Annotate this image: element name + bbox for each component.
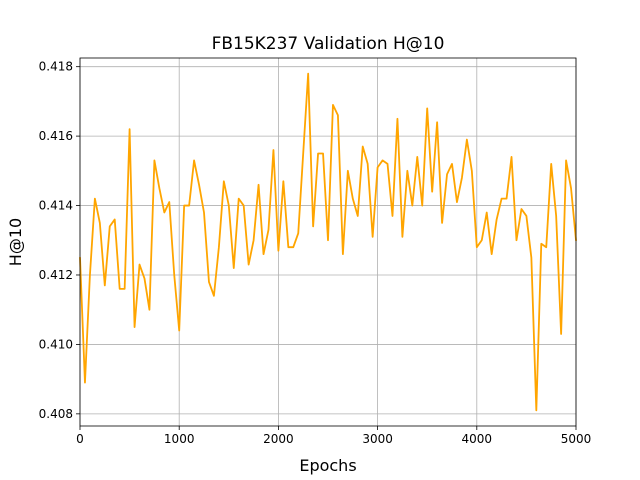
x-tick-label: 4000 [462, 432, 493, 446]
series-layer [79, 72, 577, 412]
x-tick-label: 0 [76, 432, 84, 446]
x-tick-label: 1000 [164, 432, 195, 446]
y-tick-label: 0.412 [39, 268, 73, 282]
x-tick-label: 5000 [561, 432, 592, 446]
x-axis-label: Epochs [299, 456, 356, 475]
plot-frame [79, 57, 577, 427]
series-line [79, 72, 577, 412]
y-tick-label: 0.416 [39, 129, 73, 143]
y-tick-label: 0.408 [39, 407, 73, 421]
y-tick-label: 0.414 [39, 199, 73, 213]
x-tick-label: 3000 [362, 432, 393, 446]
axis-ticks: 0 1000 2000 3000 4000 5000 0.408 0.410 0.412 0.41… [39, 60, 592, 446]
y-axis-label: H@10 [6, 218, 25, 266]
x-tick-label: 2000 [263, 432, 294, 446]
chart-title: FB15K237 Validation H@10 [212, 34, 445, 54]
y-tick-label: 0.410 [39, 337, 73, 351]
y-tick-label: 0.418 [39, 60, 73, 74]
grid-lines [79, 58, 577, 426]
